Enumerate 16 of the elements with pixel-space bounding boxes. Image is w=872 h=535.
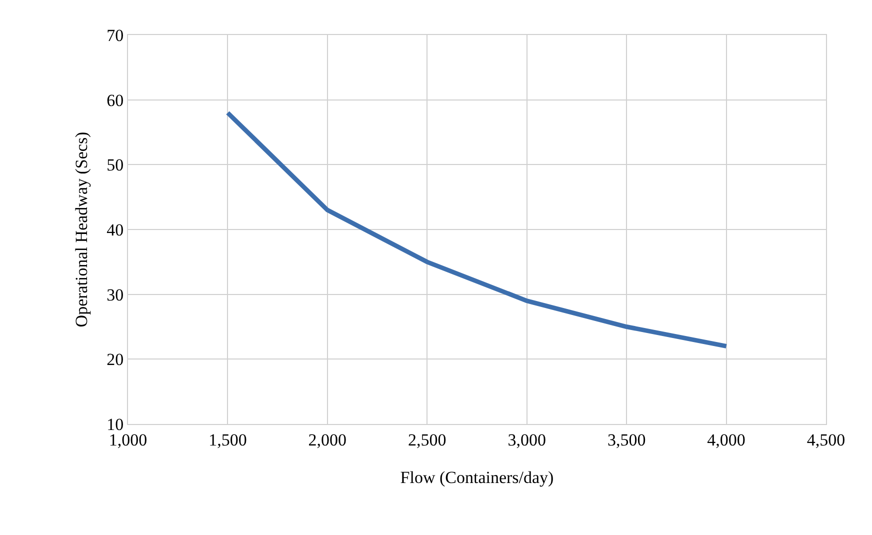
x-tick-label: 3,500 [607, 430, 646, 450]
x-tick-label: 2,500 [408, 430, 446, 450]
y-tick-label: 20 [106, 350, 124, 370]
y-axis-title: Operational Headway (Secs) [72, 132, 92, 328]
x-tick-label: 4,500 [806, 430, 846, 450]
y-tick-label: 30 [106, 285, 124, 304]
x-axis-title: Flow (Containers/day) [400, 468, 554, 487]
y-tick-label: 50 [106, 156, 124, 175]
y-tick-label: 60 [106, 90, 124, 110]
x-tick-label: 3,000 [508, 430, 546, 450]
line-series [225, 110, 729, 348]
x-tick-label: 1,500 [208, 430, 247, 450]
x-tick-label: 4,000 [707, 430, 746, 450]
y-tick-label: 70 [106, 26, 124, 45]
y-tick-label: 40 [106, 220, 124, 240]
x-tick-label: 2,000 [308, 430, 347, 450]
